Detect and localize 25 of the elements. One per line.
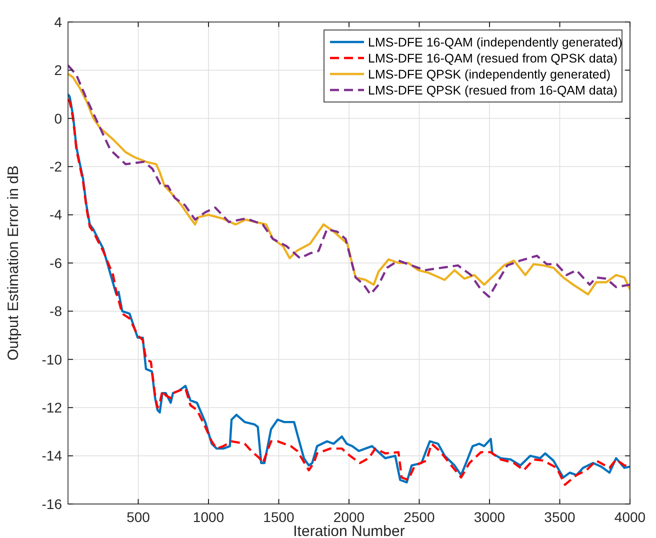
- x-tick-label: 3000: [474, 509, 506, 525]
- x-axis-title: Iteration Number: [293, 523, 405, 538]
- x-tick-label: 1000: [192, 509, 224, 525]
- y-tick-label: -8: [50, 303, 62, 320]
- x-tick-label: 2500: [404, 509, 436, 525]
- x-tick-label: 500: [126, 509, 150, 525]
- legend-label: LMS-DFE QPSK (independently generated): [368, 67, 610, 82]
- x-tick-label: 4000: [614, 509, 646, 525]
- x-tick-label: 2000: [333, 509, 365, 525]
- y-tick-label: -12: [42, 400, 62, 416]
- y-axis-title: Output Estimation Error in dB: [5, 165, 22, 361]
- y-tick-label: -2: [50, 158, 62, 174]
- y-tick-label: -6: [50, 254, 62, 271]
- y-tick-label: -10: [42, 351, 62, 368]
- y-tick-label: 2: [54, 62, 62, 78]
- y-tick-label: -14: [42, 448, 62, 464]
- y-tick-label: -16: [42, 496, 62, 512]
- legend-label: LMS-DFE 16-QAM (resued from QPSK data): [368, 51, 618, 66]
- x-tick-label: 3500: [544, 509, 576, 525]
- y-tick-label: 4: [54, 14, 62, 30]
- y-tick-label: -4: [50, 206, 62, 223]
- legend-label: LMS-DFE QPSK (resued from 16-QAM data): [368, 83, 618, 98]
- x-tick-label: 1500: [263, 509, 295, 525]
- y-tick-label: 0: [54, 110, 62, 126]
- legend-label: LMS-DFE 16-QAM (independently generated): [368, 35, 622, 50]
